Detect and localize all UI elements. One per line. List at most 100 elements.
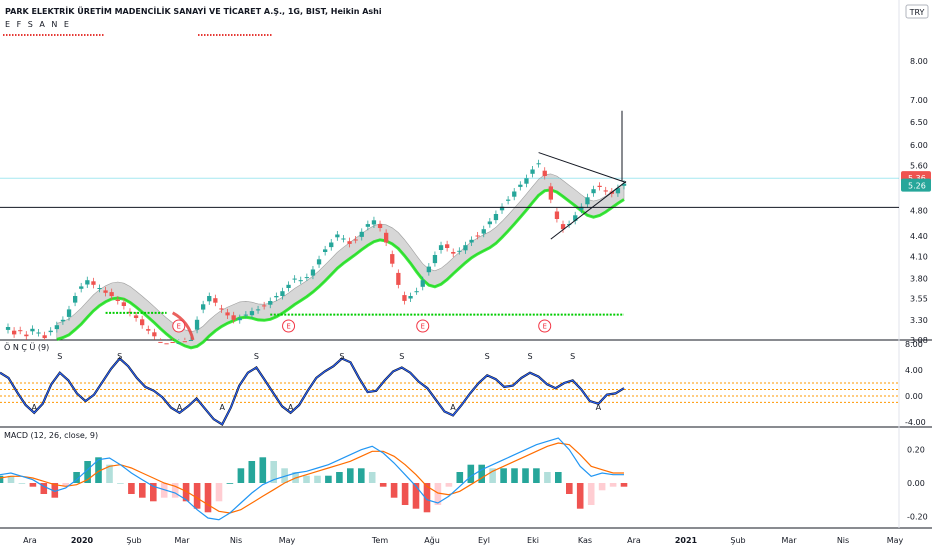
macd-histogram-bar — [40, 483, 48, 494]
candle-body — [66, 309, 72, 317]
candle-body — [42, 335, 47, 339]
macd-histogram-bar — [412, 483, 420, 509]
macd-line — [0, 437, 624, 521]
osc-tick-label: -4.00 — [905, 418, 926, 427]
time-axis-label: Ara — [23, 536, 37, 545]
candle-body — [542, 170, 547, 176]
candle-body — [554, 211, 560, 219]
macd-histogram-bar — [467, 464, 475, 483]
chart-title: PARK ELEKTRİK ÜRETİM MADENCİLİK SANAYİ V… — [5, 6, 382, 16]
earnings-marker-label: E — [542, 323, 546, 331]
macd-histogram-bar — [248, 461, 256, 483]
macd-histogram-bar — [73, 472, 80, 483]
candle-body — [97, 288, 102, 289]
candle-body — [249, 311, 255, 316]
time-axis-label: Mar — [174, 536, 190, 545]
buy-signal: A — [596, 403, 602, 412]
time-axis-label: Kas — [578, 536, 592, 545]
time-axis-label: May — [887, 536, 904, 545]
candle-body — [591, 189, 596, 194]
earnings-marker-label: E — [286, 323, 290, 331]
buy-signal: A — [450, 403, 456, 412]
candle-body — [493, 214, 499, 221]
currency-label: TRY — [909, 8, 925, 17]
macd-histogram-bar — [0, 475, 4, 483]
macd-histogram-bar — [106, 464, 113, 483]
prev-price-badge — [901, 178, 931, 192]
macd-histogram-bar — [182, 483, 190, 502]
candle-body — [18, 330, 23, 332]
dotted-red-marker-1 — [2, 34, 104, 36]
currency-button[interactable] — [905, 4, 929, 19]
buy-signal: A — [177, 403, 183, 412]
macd-histogram-bar — [598, 483, 606, 491]
macd-title: MACD (12, 26, close, 9) — [4, 431, 98, 440]
candle-body — [603, 190, 608, 192]
macd-histogram-bar — [62, 483, 69, 487]
macd-tick-label: -0.20 — [907, 512, 928, 521]
candle-body — [536, 163, 541, 165]
macd-histogram-bar — [379, 483, 387, 487]
candle-body — [170, 342, 175, 343]
time-axis-label: Ağu — [424, 536, 440, 545]
candle-body — [438, 245, 444, 250]
candle-body — [414, 291, 419, 293]
candle-body — [579, 206, 584, 210]
macd-histogram-bar — [117, 483, 124, 484]
sell-signal: S — [57, 352, 62, 361]
candle-body — [201, 304, 206, 310]
macd-histogram-bar — [193, 483, 201, 509]
sell-signal: S — [527, 352, 532, 361]
candle-body — [445, 244, 450, 248]
macd-histogram-bar — [314, 475, 321, 483]
candle-body — [158, 341, 163, 343]
time-axis-label: 2020 — [71, 536, 94, 545]
macd-histogram-bar — [390, 483, 398, 498]
price-tick-label: 3.80 — [910, 275, 928, 284]
candle-body — [384, 232, 389, 243]
macd-panel: 0.20 0.00 -0.20 — [0, 437, 928, 521]
macd-histogram-bar — [84, 461, 91, 483]
signal-line — [0, 442, 624, 514]
macd-histogram-bar — [259, 457, 267, 483]
candle-body — [5, 327, 11, 330]
price-tick-label: 6.00 — [910, 141, 928, 150]
candle-body — [36, 332, 41, 334]
buy-signal: A — [219, 403, 225, 412]
price-tick-label: 4.40 — [910, 232, 928, 241]
candle-body — [79, 286, 84, 289]
dotted-red-marker-2 — [197, 34, 273, 36]
earnings-marker — [416, 319, 430, 333]
candle-body — [390, 254, 395, 264]
sell-signal: S — [339, 352, 344, 361]
candle-body — [396, 272, 401, 285]
macd-histogram-bar — [270, 461, 277, 483]
price-axis: 8.00 7.00 6.50 6.00 5.60 4.80 4.40 4.10 3.80 3.55… — [901, 57, 931, 345]
candle-body — [365, 224, 370, 227]
candle-body — [323, 249, 328, 252]
candle-body — [615, 188, 621, 194]
chart-subtitle: E F S A N E — [5, 20, 71, 29]
candle-body — [54, 325, 59, 330]
candle-body — [530, 169, 535, 174]
candle-body — [298, 280, 303, 282]
macd-histogram-bar — [215, 483, 223, 502]
earnings-marker-label: E — [421, 323, 425, 331]
candle-body — [524, 178, 529, 184]
macd-histogram-bar — [29, 483, 37, 487]
macd-histogram-bar — [456, 472, 464, 483]
macd-histogram-bar — [237, 468, 245, 483]
candle-body — [408, 296, 413, 299]
macd-histogram-bar — [609, 483, 617, 487]
macd-histogram-bar — [128, 483, 135, 494]
sell-signal: S — [254, 352, 259, 361]
candle-body — [219, 308, 224, 310]
osc-line — [0, 357, 625, 426]
earnings-marker — [282, 319, 296, 333]
macd-histogram-bar — [204, 483, 212, 513]
time-axis-label: Şub — [126, 536, 141, 545]
price-tick-label: 3.30 — [910, 316, 928, 325]
price-tick-label: 7.00 — [910, 96, 928, 105]
macd-histogram-bar — [555, 472, 562, 483]
